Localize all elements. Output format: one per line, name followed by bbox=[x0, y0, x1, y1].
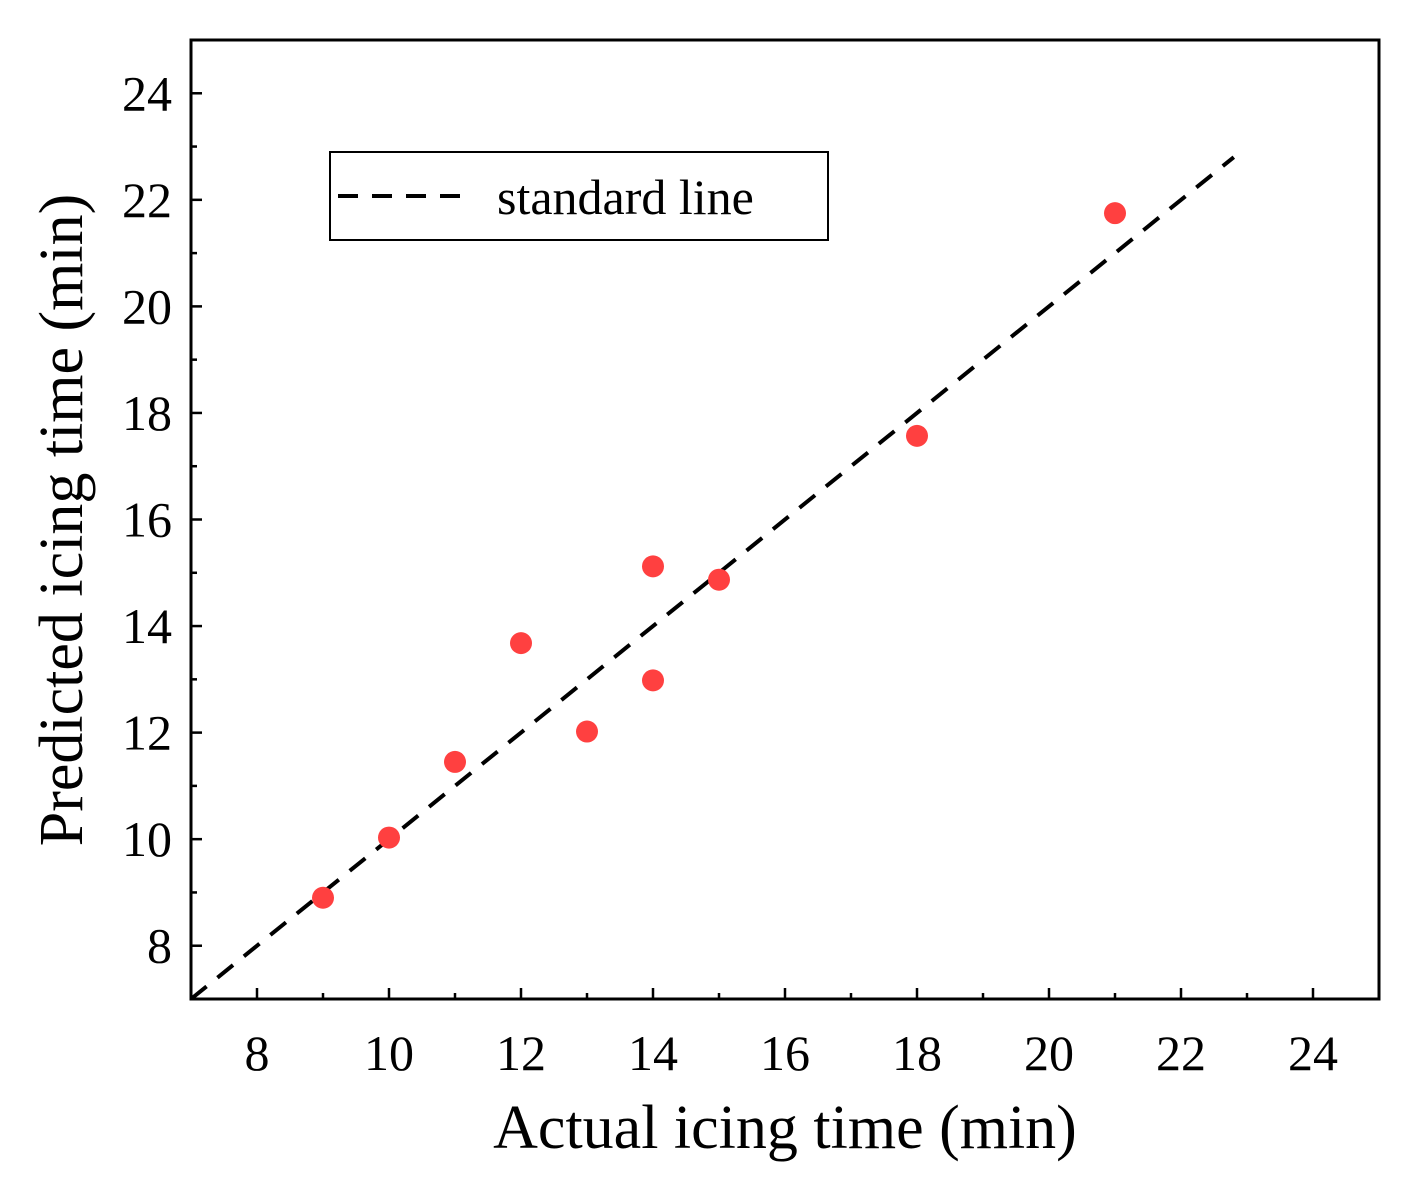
y-tick-label: 8 bbox=[147, 918, 172, 974]
y-tick-label: 20 bbox=[122, 278, 172, 334]
y-tick-label: 12 bbox=[122, 705, 172, 761]
x-tick-label: 16 bbox=[760, 1025, 810, 1081]
y-tick-label: 10 bbox=[122, 811, 172, 867]
data-point-1 bbox=[312, 886, 334, 909]
data-point-4 bbox=[510, 632, 532, 655]
y-axis-label: Predicted icing time (min) bbox=[28, 194, 96, 847]
x-tick-label: 12 bbox=[496, 1025, 546, 1081]
x-tick-label: 8 bbox=[245, 1025, 270, 1081]
x-axis-label: Actual icing time (min) bbox=[493, 1094, 1077, 1162]
data-point-3 bbox=[444, 750, 466, 773]
y-tick-label: 22 bbox=[122, 172, 172, 228]
x-tick-label: 18 bbox=[892, 1025, 942, 1081]
x-tick-label: 22 bbox=[1156, 1025, 1206, 1081]
y-tick-label: 18 bbox=[122, 385, 172, 441]
data-point-6 bbox=[642, 555, 664, 578]
y-tick-label: 24 bbox=[122, 65, 172, 121]
x-tick-label: 24 bbox=[1288, 1025, 1338, 1081]
legend-label: standard line bbox=[497, 169, 754, 225]
data-point-10 bbox=[1104, 202, 1126, 225]
y-tick-label: 14 bbox=[122, 598, 172, 654]
x-tick-label: 10 bbox=[364, 1025, 414, 1081]
standard-line bbox=[189, 155, 1236, 1001]
x-tick-label: 14 bbox=[628, 1025, 678, 1081]
data-point-7 bbox=[642, 669, 664, 692]
data-point-9 bbox=[906, 424, 928, 447]
data-point-5 bbox=[576, 720, 598, 743]
x-tick-label: 20 bbox=[1024, 1025, 1074, 1081]
data-point-2 bbox=[378, 826, 400, 849]
y-tick-label: 16 bbox=[122, 492, 172, 548]
data-point-8 bbox=[708, 568, 730, 591]
